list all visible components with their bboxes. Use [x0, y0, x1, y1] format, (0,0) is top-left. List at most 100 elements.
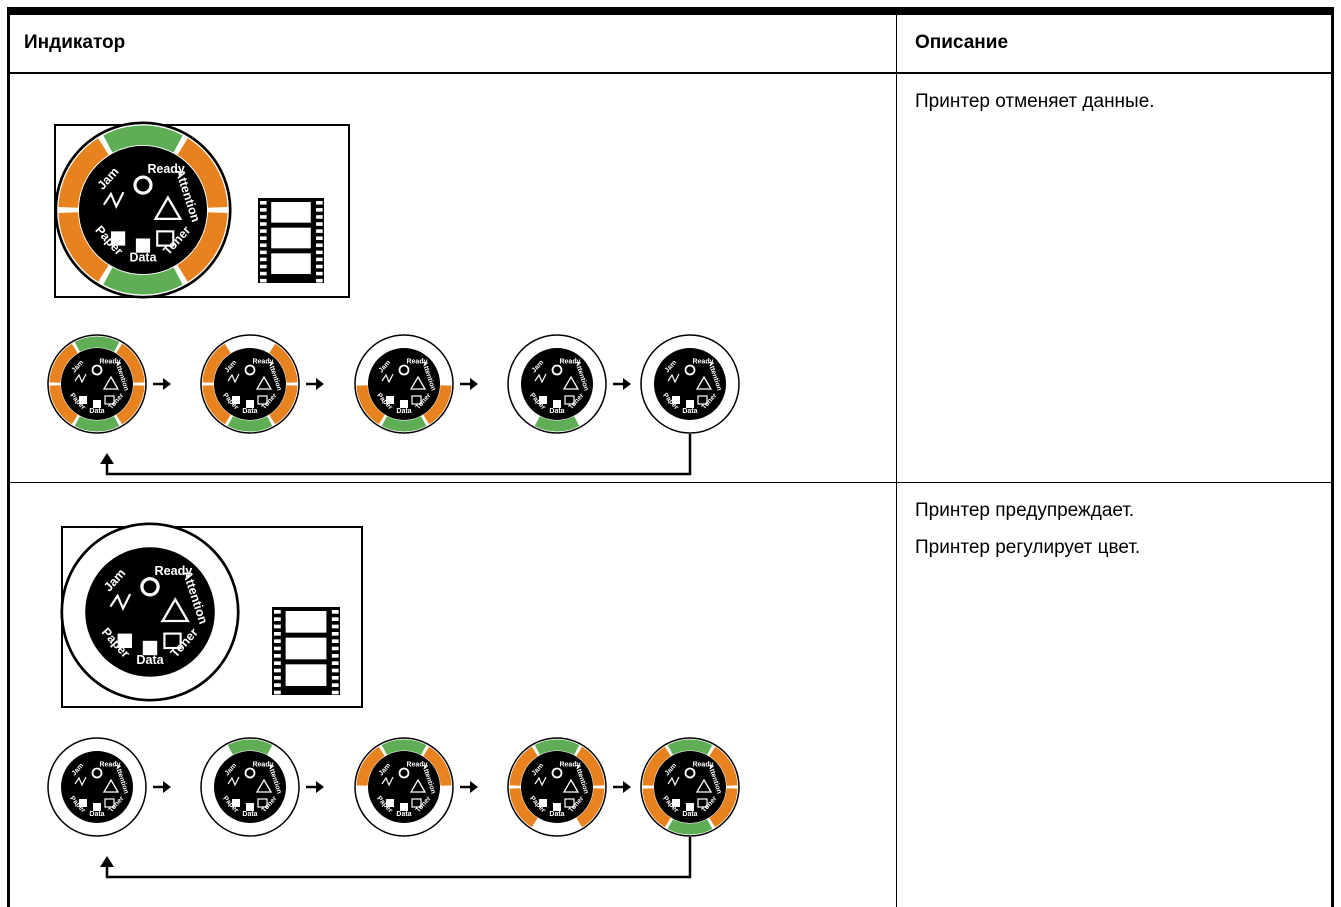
- indicator-label: Data: [242, 408, 257, 415]
- ring-segment: [509, 384, 538, 425]
- ring-segment: [49, 384, 78, 425]
- film-hole: [331, 654, 339, 658]
- attention-icon: [695, 778, 713, 793]
- paper-icon: [386, 799, 394, 807]
- loop-line: [105, 837, 692, 879]
- ready-icon: [684, 767, 696, 779]
- arrow-head: [623, 781, 631, 793]
- film-hole: [260, 250, 267, 255]
- ready-icon: [398, 767, 410, 779]
- ring-segment: [184, 539, 236, 611]
- film-hole: [316, 236, 323, 240]
- indicator-label: Data: [130, 250, 157, 264]
- paper-icon: [386, 396, 394, 404]
- indicator-label: Data: [396, 811, 411, 818]
- indicator-label: Ready: [692, 358, 713, 365]
- ring-segment: [423, 746, 452, 787]
- toner-icon: [564, 395, 575, 405]
- attention-icon: [409, 778, 427, 793]
- indicator-label: Ready: [99, 358, 120, 365]
- film-hole: [316, 201, 323, 205]
- ring-segment: [423, 343, 452, 384]
- paper-icon: [539, 799, 547, 807]
- ring-segment: [116, 746, 145, 787]
- jam-icon: [667, 776, 680, 787]
- ring-segment: [64, 539, 116, 611]
- film-hole: [316, 215, 323, 219]
- ring-segment: [642, 746, 671, 787]
- arrow-head: [623, 378, 631, 390]
- indicator-label: Data: [682, 811, 697, 818]
- attention-icon: [562, 375, 580, 390]
- ring-segment: [202, 384, 231, 425]
- ready-icon: [140, 577, 160, 597]
- indicator-label: Ready: [559, 761, 580, 768]
- data-icon: [400, 803, 408, 811]
- data-icon: [553, 803, 561, 811]
- ring-segment: [227, 336, 273, 352]
- film-hole: [274, 624, 281, 629]
- ring-segment: [667, 819, 713, 835]
- toner-icon: [564, 798, 575, 808]
- attention-icon: [255, 778, 273, 793]
- table-left-border: [7, 7, 10, 907]
- indicator-label: Data: [549, 811, 564, 818]
- toner-icon: [104, 395, 115, 405]
- ring-segment: [381, 416, 427, 432]
- data-icon: [93, 803, 101, 811]
- film-hole: [274, 617, 281, 621]
- toner-icon: [163, 632, 182, 650]
- indicator-label: Data: [136, 653, 164, 667]
- ring-segment: [509, 343, 538, 384]
- indicator-label: Data: [549, 408, 564, 415]
- film-hole: [331, 646, 339, 651]
- ring-segment: [64, 613, 116, 685]
- film-hole: [274, 610, 281, 614]
- ring-segment: [381, 739, 427, 755]
- arrow-head: [470, 378, 478, 390]
- film-hole: [260, 257, 267, 262]
- ring-segment: [423, 384, 452, 425]
- data-icon: [135, 238, 151, 253]
- ready-icon: [684, 364, 696, 376]
- arrow-head: [470, 781, 478, 793]
- attention-icon: [153, 195, 183, 221]
- indicator-label: Ready: [252, 358, 273, 365]
- data-icon: [553, 400, 561, 408]
- ring-segment: [667, 416, 713, 432]
- film-hole: [274, 668, 281, 673]
- ring-segment: [269, 746, 298, 787]
- film-cell: [285, 664, 327, 686]
- jam-icon: [534, 373, 547, 384]
- jam-icon: [667, 373, 680, 384]
- ring-segment: [356, 384, 385, 425]
- ring-segment: [177, 138, 228, 209]
- ring-segment: [576, 787, 605, 828]
- ready-icon: [244, 364, 256, 376]
- ring-segment: [49, 746, 78, 787]
- jam-icon: [227, 373, 240, 384]
- indicator-label: Data: [89, 408, 104, 415]
- data-icon: [686, 400, 694, 408]
- film-hole: [274, 683, 281, 687]
- film-cell: [271, 253, 311, 274]
- attention-icon: [102, 375, 120, 390]
- film-strip-icon: [272, 607, 340, 695]
- film-cell: [285, 637, 327, 660]
- film-cell: [271, 227, 311, 249]
- indicator-label: Data: [242, 811, 257, 818]
- toner-icon: [156, 230, 175, 247]
- film-hole: [316, 271, 323, 276]
- ring-segment: [423, 787, 452, 828]
- indicator-label: Ready: [559, 358, 580, 365]
- ready-icon: [244, 767, 256, 779]
- film-hole: [331, 610, 339, 614]
- jam-icon: [381, 373, 394, 384]
- ring-segment: [227, 416, 273, 432]
